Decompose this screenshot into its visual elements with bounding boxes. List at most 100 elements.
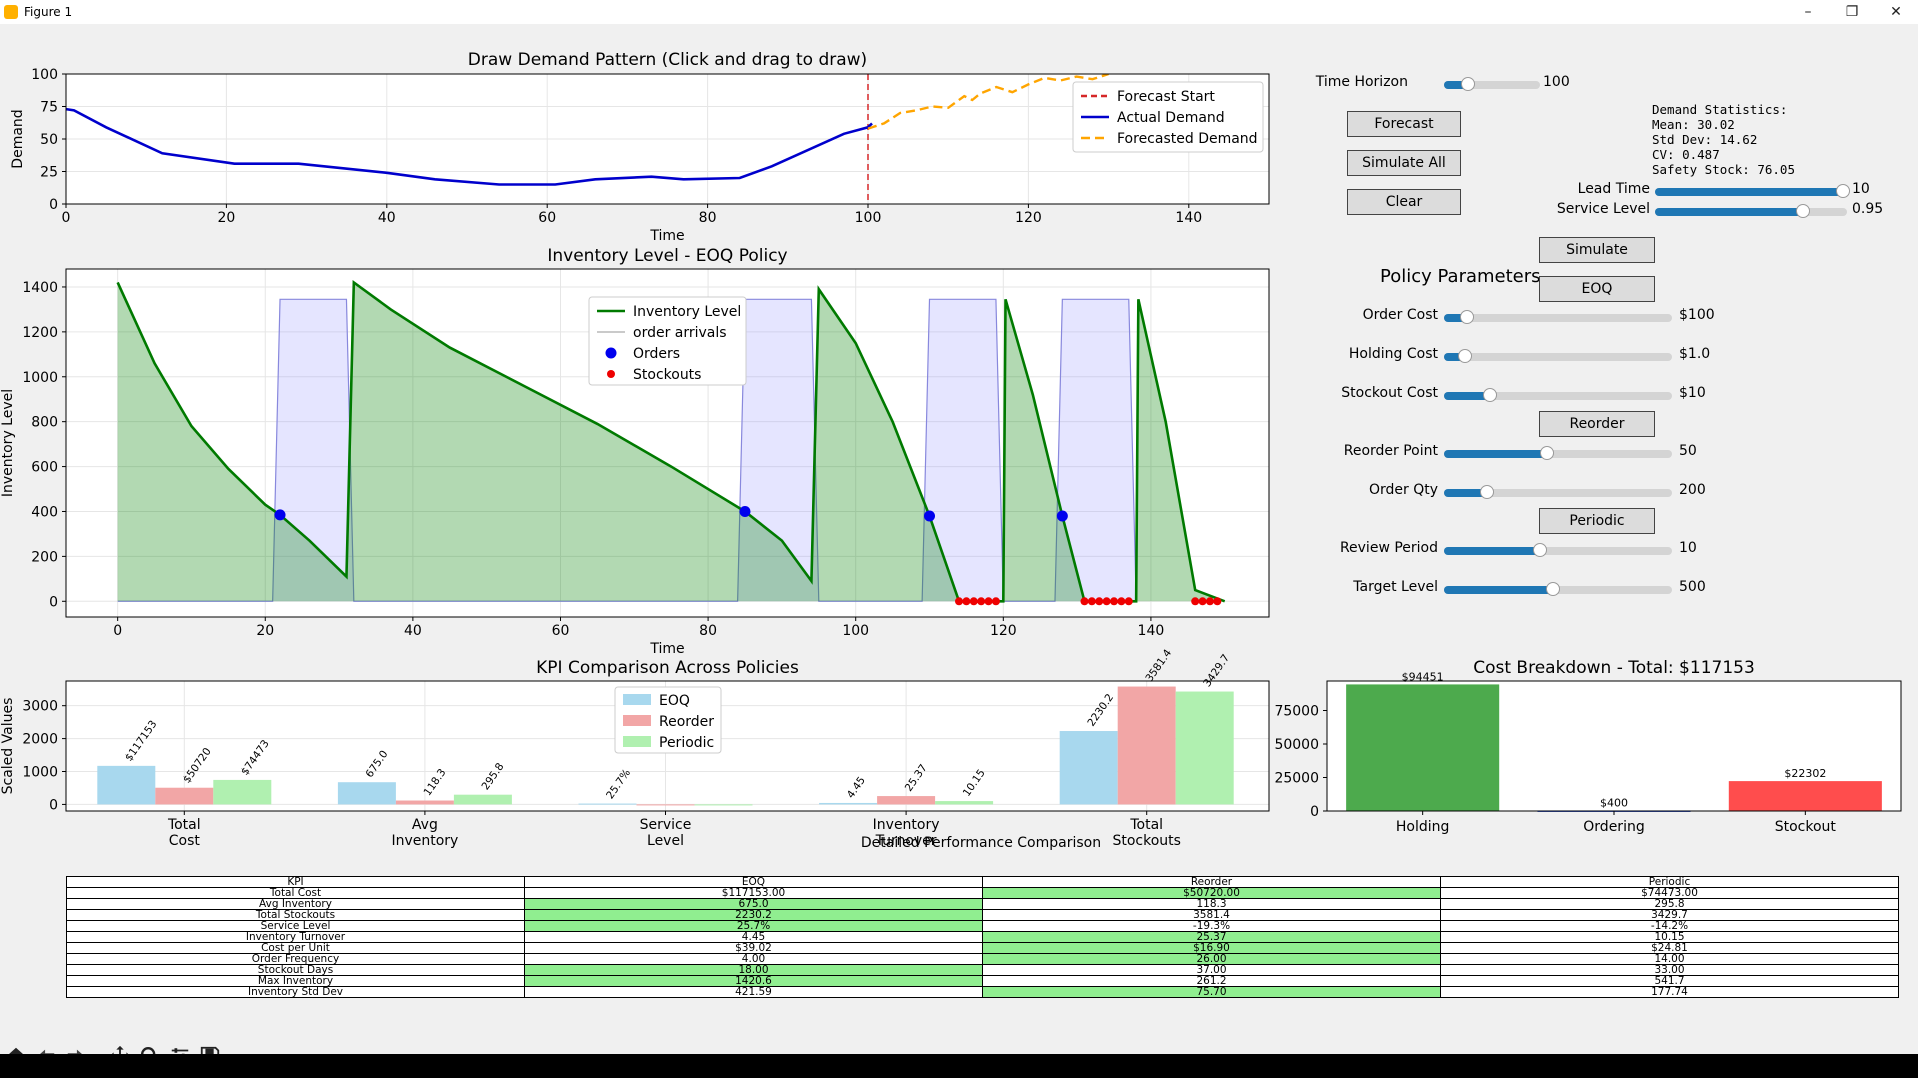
legend-swatch: [623, 715, 651, 726]
table-row: Stockout Days 18.00 37.00 33.00: [66, 964, 1899, 976]
stats-mean: Mean: 30.02: [1652, 117, 1735, 132]
clear-button[interactable]: Clear: [1347, 189, 1461, 215]
category-label: Inventory: [873, 817, 940, 833]
legend-entry: Inventory Level: [633, 304, 741, 320]
target-level-slider[interactable]: [1444, 582, 1672, 596]
simulate-all-button[interactable]: Simulate All: [1347, 150, 1461, 176]
target-level-value: 500: [1679, 579, 1706, 595]
stockout-point: [1095, 597, 1104, 606]
stockout-point: [969, 597, 978, 606]
stockout-point: [955, 597, 964, 606]
slider-knob[interactable]: [1457, 349, 1472, 363]
table-cell: Inventory Std Dev: [66, 986, 525, 998]
target-level-label: Target Level: [1353, 579, 1438, 595]
stockout-point: [1191, 597, 1200, 606]
x-tick-label: 80: [699, 210, 717, 226]
table-cell: Service Level: [66, 920, 525, 932]
cost-value-label: $22302: [1784, 767, 1826, 780]
slider-knob[interactable]: [1532, 543, 1547, 557]
kpi-axes-frame: [65, 680, 1270, 812]
y-tick-label: 1000: [22, 370, 58, 386]
table-cell: $16.90: [982, 942, 1441, 954]
service-level-value: 0.95: [1852, 201, 1884, 217]
slider-knob[interactable]: [1795, 204, 1810, 218]
order-qty-slider[interactable]: [1444, 485, 1672, 499]
eoq-button[interactable]: EOQ: [1539, 276, 1655, 302]
periodic-button[interactable]: Periodic: [1539, 508, 1655, 534]
review-period-label: Review Period: [1339, 540, 1438, 556]
kpi-bar: [636, 804, 695, 806]
x-tick-label: 0: [62, 210, 71, 226]
category-label: Inventory: [391, 833, 458, 849]
table-cell: 4.00: [524, 953, 983, 965]
table-cell: Cost per Unit: [66, 942, 525, 954]
table-row: Total Stockouts 2230.2 3581.4 3429.7: [66, 909, 1899, 921]
holding-cost-slider[interactable]: [1444, 349, 1672, 363]
cost-bar: [1346, 684, 1500, 811]
legend-swatch: [605, 347, 617, 359]
y-tick-label: 600: [31, 460, 58, 476]
stockout-point: [1205, 597, 1214, 606]
stats-std: Std Dev: 14.62: [1652, 132, 1758, 147]
stockout-cost-value: $10: [1679, 385, 1706, 401]
legend-entry: EOQ: [659, 693, 690, 709]
table-cell: $117153.00: [524, 887, 983, 899]
table-cell: 2230.2: [524, 909, 983, 921]
slider-knob[interactable]: [1539, 446, 1554, 460]
lead-time-slider[interactable]: [1655, 184, 1851, 198]
y-tick-label: 1200: [22, 325, 58, 341]
slider-knob[interactable]: [1461, 77, 1475, 91]
policy-parameters-title: Policy Parameters: [1380, 266, 1541, 287]
table-cell: 14.00: [1440, 953, 1899, 965]
inventory-y-label: Inventory Level: [0, 389, 16, 497]
x-tick-label: 80: [699, 623, 717, 639]
time-horizon-slider[interactable]: [1444, 77, 1540, 91]
order-qty-label: Order Qty: [1368, 482, 1438, 498]
category-label: Service: [640, 817, 692, 833]
cost-value-label: $400: [1600, 796, 1628, 809]
demand-legend: [1072, 81, 1264, 153]
maximize-button[interactable]: ❐: [1845, 4, 1859, 20]
order-cost-slider[interactable]: [1444, 310, 1672, 324]
table-cell: Inventory Turnover: [66, 931, 525, 943]
minimize-button[interactable]: –: [1804, 4, 1812, 20]
slider-knob[interactable]: [1836, 184, 1851, 198]
lead-time-label: Lead Time: [1577, 181, 1650, 197]
reorder-point-slider[interactable]: [1444, 446, 1672, 460]
stockout-point: [1102, 597, 1111, 606]
table-row: Order Frequency 4.00 26.00 14.00: [66, 953, 1899, 965]
demand-y-label: Demand: [10, 109, 26, 168]
forecast-button[interactable]: Forecast: [1347, 111, 1461, 137]
table-cell: Total Stockouts: [66, 909, 525, 921]
close-button[interactable]: ✕: [1890, 4, 1902, 20]
x-tick-label: 20: [217, 210, 235, 226]
slider-knob[interactable]: [1459, 310, 1474, 324]
table-header-cell: Periodic: [1440, 876, 1899, 888]
category-label: Turnover: [875, 833, 937, 849]
review-period-value: 10: [1679, 540, 1697, 556]
y-tick-label: 75: [40, 100, 58, 116]
review-period-slider[interactable]: [1444, 543, 1672, 557]
x-tick-label: 120: [990, 623, 1017, 639]
reorder-button[interactable]: Reorder: [1539, 411, 1655, 437]
bar-value-label: 3581.4: [1143, 647, 1174, 684]
y-tick-label: 25000: [1274, 770, 1319, 786]
x-tick-label: 20: [256, 623, 274, 639]
order-point: [1056, 510, 1068, 522]
slider-knob[interactable]: [1546, 582, 1561, 596]
order-cost-label: Order Cost: [1362, 307, 1438, 323]
slider-knob[interactable]: [1480, 485, 1495, 499]
time-horizon-value: 100: [1543, 74, 1570, 90]
legend-entry: Forecasted Demand: [1117, 131, 1258, 147]
x-tick-label: 140: [1175, 210, 1202, 226]
table-cell: 177.74: [1440, 986, 1899, 998]
stockout-cost-slider[interactable]: [1444, 388, 1672, 402]
slider-knob[interactable]: [1482, 388, 1497, 402]
cost-category-label: Ordering: [1583, 819, 1644, 835]
cost-value-label: $94451: [1402, 670, 1444, 683]
stats-title: Demand Statistics:: [1652, 102, 1788, 117]
service-level-slider[interactable]: [1655, 204, 1847, 218]
slider-fill: [1655, 188, 1844, 196]
simulate-button[interactable]: Simulate: [1539, 237, 1655, 263]
